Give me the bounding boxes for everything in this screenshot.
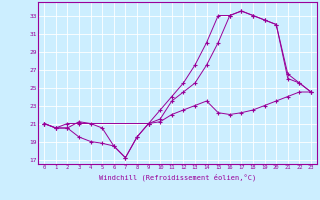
X-axis label: Windchill (Refroidissement éolien,°C): Windchill (Refroidissement éolien,°C) [99, 173, 256, 181]
